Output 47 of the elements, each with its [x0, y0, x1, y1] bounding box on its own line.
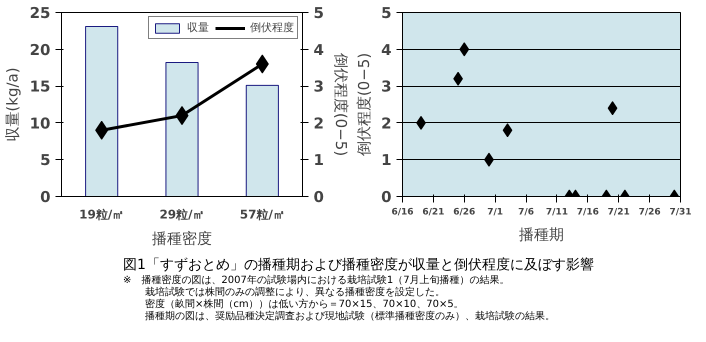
x-tick-label: 19粒/㎡ — [79, 208, 124, 222]
bar — [246, 84, 279, 196]
y-tick-label: 3 — [381, 78, 392, 96]
y-tick-label: 0 — [40, 188, 50, 206]
y-tick-label: 25 — [30, 4, 50, 22]
y-axis-title: 収量(kg/a) — [4, 67, 22, 142]
x-tick-label: 7/6 — [518, 208, 534, 218]
y-tick-label: 5 — [40, 151, 50, 170]
y2-tick-label: 0 — [314, 188, 324, 206]
x-axis-title: 播種期 — [519, 226, 564, 244]
y-axis-title: 倒伏程度(0−5) — [355, 52, 374, 156]
x-tick-label: 6/16 — [391, 208, 414, 218]
y2-tick-label: 5 — [314, 4, 324, 22]
x-tick-label: 29粒/㎡ — [159, 208, 205, 222]
legend-label: 倒伏程度 — [250, 20, 294, 35]
y-tick-label: 4 — [381, 40, 392, 59]
y-tick-label: 0 — [381, 188, 392, 206]
y2-tick-label: 1 — [314, 151, 324, 170]
x-tick-label: 7/1 — [487, 208, 504, 218]
y-tick-label: 1 — [381, 151, 392, 170]
y-tick-label: 5 — [381, 4, 392, 22]
y2-axis-title: 倒伏程度(0−5) — [332, 52, 350, 156]
y2-tick-label: 3 — [314, 78, 324, 96]
text: 播種期の図は、奨励品種決定調査および現地試験（標準播種密度のみ）、栽培試験の結果。 — [145, 311, 556, 323]
y-tick-label: 10 — [30, 114, 50, 132]
bar — [85, 26, 118, 196]
x-tick-label: 7/26 — [638, 208, 661, 218]
x-tick-label: 7/16 — [576, 208, 599, 218]
x-tick-label: 6/21 — [422, 208, 444, 218]
y-tick-label: 20 — [30, 40, 50, 59]
point — [459, 42, 470, 56]
caption: 図1「すずおとめ」の播種期および播種密度が収量と倒伏程度に及ぼす影響 — [123, 256, 594, 274]
text: 栽培試験では株間のみの調整により、異なる播種密度を設定した。 — [145, 287, 446, 298]
y2-tick-label: 4 — [314, 40, 324, 59]
bar — [165, 62, 199, 196]
x-tick-label: 7/31 — [669, 208, 692, 218]
x-tick-label: 7/21 — [608, 208, 630, 218]
legend-label: 収量 — [187, 20, 209, 35]
x-tick-label: 57粒/㎡ — [240, 208, 285, 222]
y-tick-label: 2 — [381, 114, 392, 132]
text: 密度（畝間×株間（cm））は低い方から＝70×15、70×10、70×5。 — [145, 299, 465, 310]
x-tick-label: 7/11 — [546, 208, 568, 218]
text: ※ 播種密度の図は、2007年の試験場内における栽培試験1（7月上旬播種）の結果。 — [123, 275, 511, 286]
x-axis-title: 播種密度 — [152, 230, 212, 248]
x-tick-label: 6/26 — [453, 208, 476, 218]
y-tick-label: 15 — [30, 78, 50, 96]
y2-tick-label: 2 — [314, 114, 324, 132]
